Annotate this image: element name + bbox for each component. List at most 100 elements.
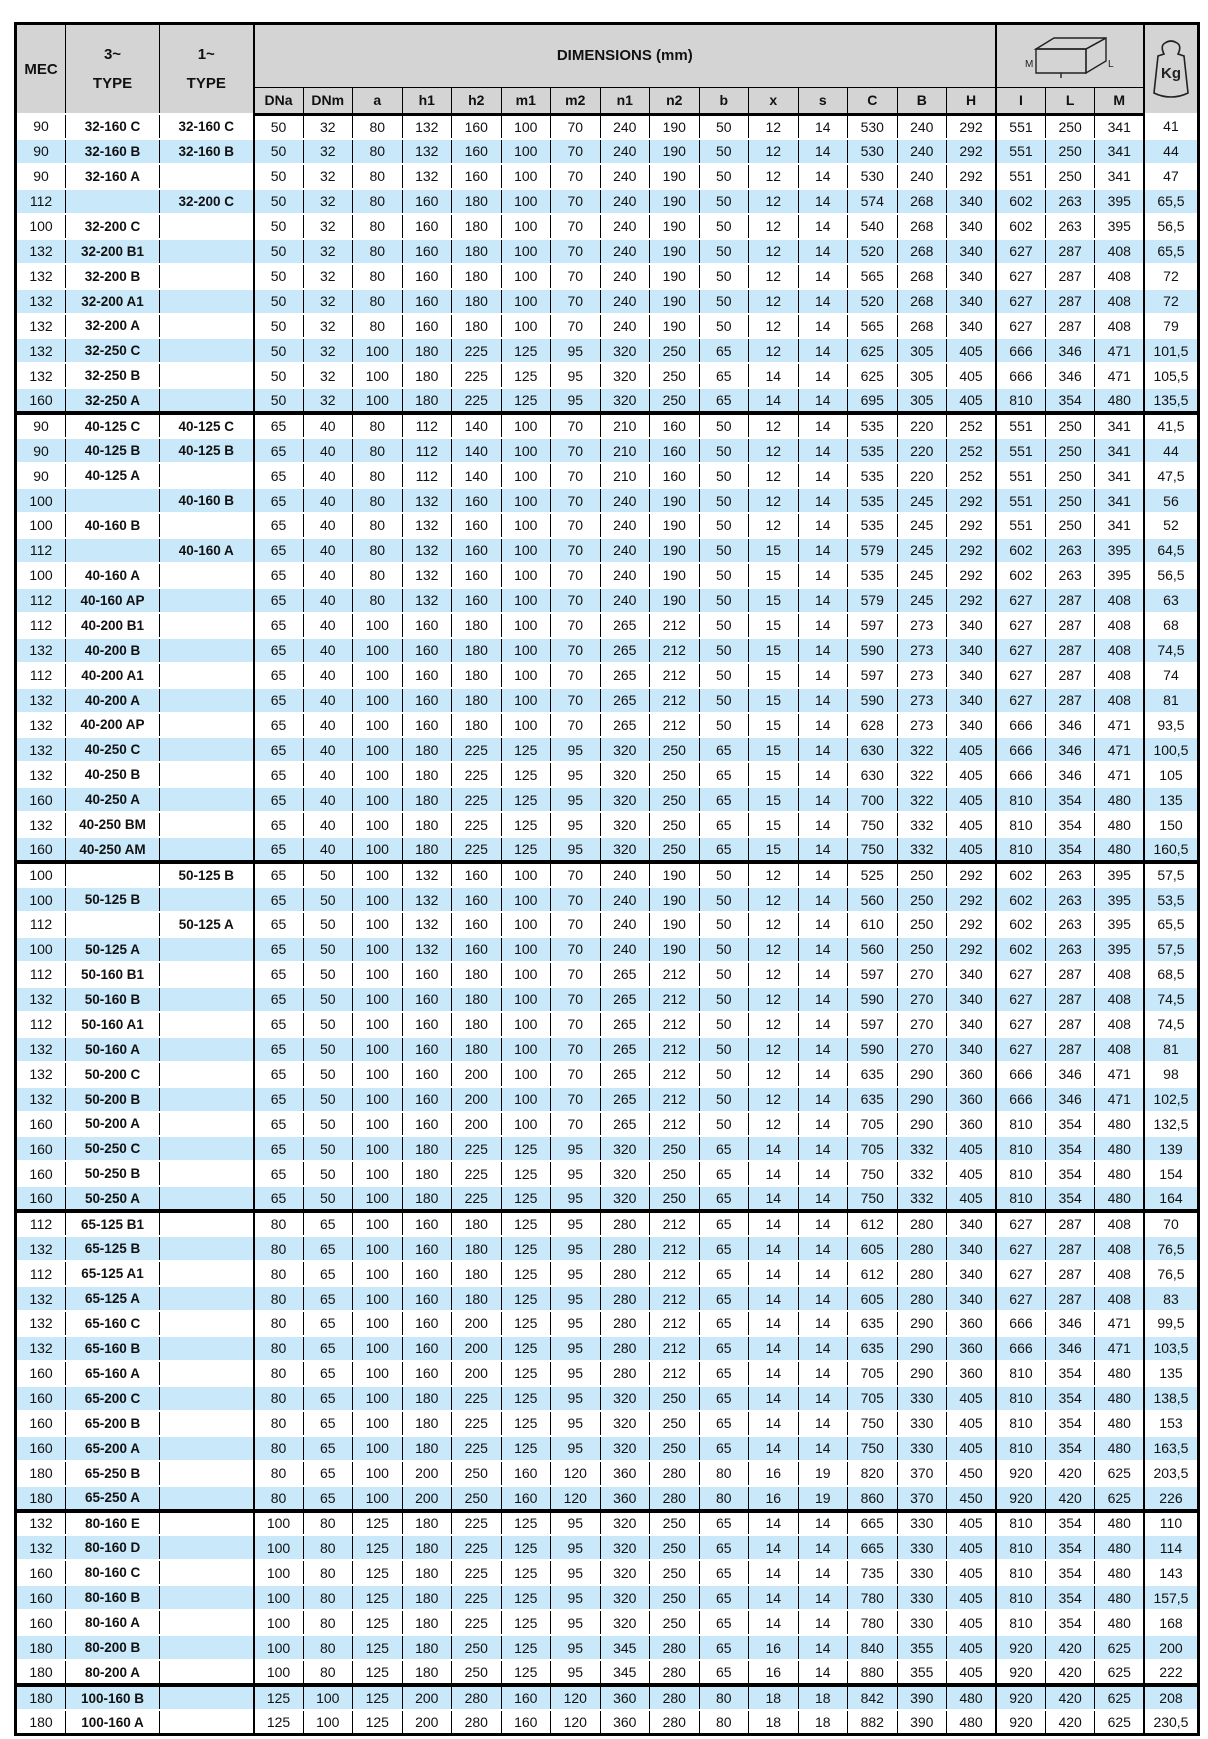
dim-cell: 70: [550, 985, 601, 1012]
dim-cell: 332: [896, 836, 947, 863]
type-3phase-cell: 65-125 B1: [65, 1209, 160, 1237]
package-dim-cell: 408: [1094, 262, 1145, 289]
weight-cell: 74: [1143, 661, 1199, 688]
package-dim-cell: 480: [1094, 786, 1145, 813]
dim-cell: 560: [847, 886, 898, 912]
dim-cell: 132: [401, 860, 452, 888]
dim-cell: 560: [847, 935, 898, 962]
package-dim-cell: 420: [1044, 1659, 1096, 1686]
dim-cell: 125: [500, 387, 551, 414]
package-dim-cell: 627: [995, 661, 1046, 688]
dim-cell: 820: [847, 1459, 898, 1486]
dim-cell: 842: [847, 1683, 898, 1710]
dim-cell: 50: [252, 212, 304, 239]
dim-cell: 50: [252, 162, 304, 189]
dim-cell: 14: [748, 1209, 799, 1237]
package-dim-cell: 346: [1044, 1060, 1096, 1087]
type-3phase-cell: 32-250 C: [65, 337, 160, 364]
dim-cell: 65: [698, 1310, 749, 1336]
dim-cell: 125: [500, 1434, 551, 1461]
dim-cell: 405: [946, 387, 997, 414]
dim-cell: 65: [698, 1559, 749, 1586]
weight-cell: 101,5: [1143, 337, 1199, 364]
package-dim-cell: 408: [1094, 1285, 1145, 1311]
weight-cell: 114: [1143, 1534, 1199, 1561]
package-dim-cell: 250: [1044, 437, 1096, 464]
dim-cell: 125: [500, 1659, 551, 1686]
dim-cell: 125: [500, 362, 551, 389]
package-dim-cell: 346: [1044, 736, 1096, 763]
dim-cell: 14: [748, 387, 799, 414]
dim-cell: 100: [352, 686, 403, 713]
dim-cell: 180: [451, 262, 502, 289]
dim-cell: 14: [797, 786, 848, 813]
dim-cell: 180: [401, 1634, 452, 1661]
dim-cell: 132: [401, 487, 452, 513]
package-dim-cell: 625: [1094, 1709, 1145, 1735]
table-row: 112 50-125 A 65 50 100 132 160 100 70 240 190 50 12 1…: [15, 911, 1199, 937]
dim-cell: 273: [896, 686, 947, 713]
package-dim-cell: 810: [995, 1434, 1046, 1461]
table-row: 132 50-160 A 65 50 100 160 180 100 70 265 212 50 12 1…: [15, 1035, 1199, 1062]
dim-cell: 80: [352, 187, 403, 214]
table-row: 112 40-200 B1 65 40 100 160 180 100 70 265 212 50 15…: [15, 611, 1199, 638]
dim-cell: 95: [550, 1559, 601, 1586]
type-1phase-cell: [159, 1185, 254, 1212]
package-dim-cell: 810: [995, 1409, 1046, 1436]
dim-cell: 535: [847, 487, 898, 513]
dim-cell: 40: [302, 836, 353, 863]
dim-cell: 112: [401, 462, 452, 489]
weight-cell: 208: [1143, 1683, 1199, 1710]
dim-cell: 330: [896, 1384, 947, 1411]
type-3phase-cell: 40-250 A: [65, 786, 160, 813]
mec-cell: 160: [15, 1135, 66, 1162]
package-dim-cell: 602: [995, 911, 1046, 937]
dim-cell: 597: [847, 661, 898, 688]
dim-cell: 332: [896, 1160, 947, 1187]
dim-cell: 12: [748, 187, 799, 214]
package-dim-cell: 354: [1044, 1584, 1096, 1611]
dim-cell: 50: [698, 1110, 749, 1137]
dim-cell: 340: [946, 1035, 997, 1062]
dim-cell: 100: [500, 860, 551, 888]
package-dim-cell: 625: [1094, 1683, 1145, 1710]
dim-col-header: b: [698, 86, 749, 116]
package-dim-cell: 354: [1044, 1508, 1096, 1536]
dim-cell: 190: [649, 162, 700, 189]
dim-cell: 212: [649, 985, 700, 1012]
dim-cell: 665: [847, 1508, 898, 1536]
dim-cell: 320: [599, 1559, 650, 1586]
dim-cell: 65: [252, 636, 304, 663]
dim-cell: 160: [451, 536, 502, 563]
package-dim-cell: 602: [995, 187, 1046, 214]
weight-cell: 168: [1143, 1609, 1199, 1636]
package-dim-cell: 420: [1044, 1683, 1096, 1710]
dim-cell: 305: [896, 387, 947, 414]
dim-cell: 180: [401, 1609, 452, 1636]
dim-cell: 80: [698, 1459, 749, 1486]
dim-cell: 65: [252, 836, 304, 863]
package-dim-cell: 627: [995, 1209, 1046, 1237]
dim-cell: 305: [896, 362, 947, 389]
dim-cell: 340: [946, 1209, 997, 1237]
dim-cell: 50: [698, 1085, 749, 1112]
dim-cell: 180: [451, 237, 502, 264]
dim-cell: 180: [401, 362, 452, 389]
type-3phase-cell: 32-200 C: [65, 212, 160, 239]
weight-cell: 76,5: [1143, 1235, 1199, 1262]
dim-cell: 32: [302, 162, 353, 189]
package-dim-cell: 346: [1044, 1334, 1096, 1361]
dim-cell: 132: [401, 935, 452, 962]
dim-cell: 80: [302, 1609, 353, 1636]
package-dim-cell: 625: [1094, 1659, 1145, 1686]
dim-cell: 14: [748, 1584, 799, 1611]
col-header-type-1phase: 1~ TYPE: [159, 23, 254, 114]
dim-cell: 405: [946, 362, 997, 389]
dim-cell: 65: [252, 935, 304, 962]
package-dim-cell: 408: [1094, 985, 1145, 1012]
dim-cell: 180: [401, 1534, 452, 1561]
dim-cell: 80: [352, 586, 403, 613]
dim-cell: 180: [401, 387, 452, 414]
dim-cell: 12: [748, 212, 799, 239]
dim-cell: 32: [302, 312, 353, 339]
